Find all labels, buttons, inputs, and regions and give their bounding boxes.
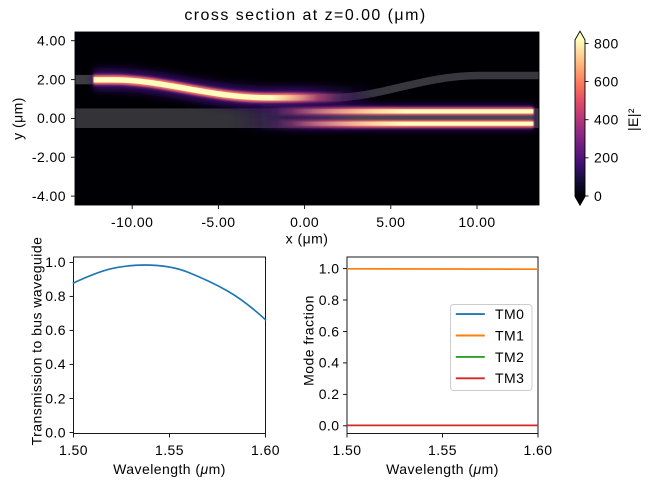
svg-text:-4.00: -4.00 xyxy=(32,188,66,204)
svg-text:400: 400 xyxy=(594,112,619,128)
svg-text:800: 800 xyxy=(594,35,619,51)
svg-text:Wavelength (μm): Wavelength (μm) xyxy=(113,461,226,477)
svg-text:0.8: 0.8 xyxy=(319,292,340,308)
svg-text:Transmission to bus waveguide: Transmission to bus waveguide xyxy=(29,237,45,446)
svg-text:1.55: 1.55 xyxy=(428,442,457,458)
svg-text:|E|²: |E|² xyxy=(625,108,641,131)
svg-text:Wavelength (μm): Wavelength (μm) xyxy=(386,461,499,477)
svg-text:TM0: TM0 xyxy=(495,306,524,322)
svg-text:600: 600 xyxy=(594,73,619,89)
svg-text:x (μm): x (μm) xyxy=(286,230,329,246)
svg-text:4.00: 4.00 xyxy=(37,33,66,49)
svg-text:0.2: 0.2 xyxy=(319,386,340,402)
svg-text:0: 0 xyxy=(594,188,602,204)
svg-text:5.00: 5.00 xyxy=(376,214,405,230)
svg-text:0.4: 0.4 xyxy=(319,355,340,371)
svg-text:0.00: 0.00 xyxy=(290,214,319,230)
svg-text:cross section at z=0.00 (μm): cross section at z=0.00 (μm) xyxy=(184,7,426,24)
svg-text:TM2: TM2 xyxy=(495,349,524,365)
svg-text:0.6: 0.6 xyxy=(319,323,340,339)
svg-text:0.00: 0.00 xyxy=(37,110,66,126)
svg-text:10.00: 10.00 xyxy=(458,214,495,230)
svg-text:1.60: 1.60 xyxy=(251,442,280,458)
svg-text:1.60: 1.60 xyxy=(523,442,552,458)
svg-text:TM3: TM3 xyxy=(495,370,524,386)
svg-text:0.2: 0.2 xyxy=(45,390,66,406)
svg-text:-5.00: -5.00 xyxy=(201,214,235,230)
svg-text:200: 200 xyxy=(594,150,619,166)
svg-text:1.0: 1.0 xyxy=(319,260,340,276)
svg-text:-10.00: -10.00 xyxy=(111,214,153,230)
svg-text:0.6: 0.6 xyxy=(45,322,66,338)
svg-text:0.8: 0.8 xyxy=(45,288,66,304)
svg-text:2.00: 2.00 xyxy=(37,71,66,87)
svg-text:0.0: 0.0 xyxy=(45,424,66,440)
svg-text:0.0: 0.0 xyxy=(319,418,340,434)
svg-text:1.50: 1.50 xyxy=(59,442,88,458)
svg-text:0.4: 0.4 xyxy=(45,356,66,372)
svg-text:1.55: 1.55 xyxy=(155,442,184,458)
svg-text:1.0: 1.0 xyxy=(45,254,66,270)
svg-text:y (μm): y (μm) xyxy=(10,97,26,140)
svg-text:1.50: 1.50 xyxy=(332,442,361,458)
svg-text:Mode fraction: Mode fraction xyxy=(301,295,317,386)
svg-text:-2.00: -2.00 xyxy=(32,149,66,165)
svg-text:TM1: TM1 xyxy=(495,327,524,343)
